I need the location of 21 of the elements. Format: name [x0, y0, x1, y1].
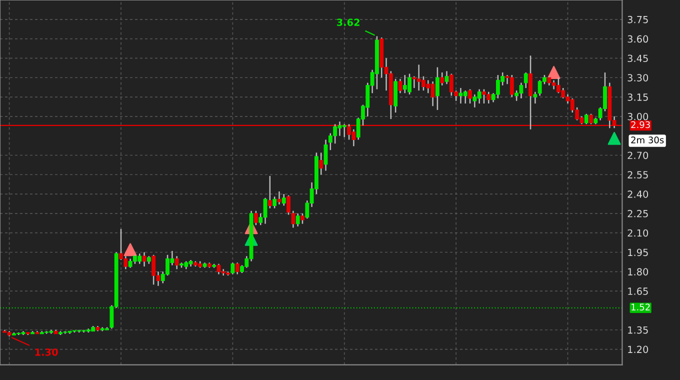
annotation: 1.30 [35, 348, 58, 356]
y-tick-label: 3.60 [628, 35, 648, 43]
y-tick-label: 2.70 [628, 152, 648, 160]
y-tick-label: 1.65 [628, 288, 648, 295]
y-tick-label: 3.75 [628, 16, 648, 24]
y-tick-label: 1.80 [628, 268, 648, 276]
y-tick-label: 2.40 [628, 190, 648, 198]
ref-line-label: 1.52 [632, 304, 650, 310]
text: 2m 30s [631, 136, 664, 144]
y-tick-label: 3.00 [628, 112, 648, 120]
y-tick-label: 1.35 [628, 326, 648, 334]
y-tick-label: 3.30 [628, 74, 648, 82]
y-tick-label: 3.15 [628, 94, 648, 101]
y-tick-label: 1.95 [628, 248, 648, 256]
y-tick-label: 3.45 [628, 54, 648, 62]
ref-line-label: 2.93 [631, 121, 650, 128]
annotation: 3.62 [336, 18, 360, 26]
y-tick-label: 2.10 [628, 229, 648, 237]
y-tick-label: 2.25 [628, 210, 648, 218]
y-tick-label: 2.55 [628, 171, 648, 178]
y-tick-label: 1.20 [628, 346, 648, 354]
